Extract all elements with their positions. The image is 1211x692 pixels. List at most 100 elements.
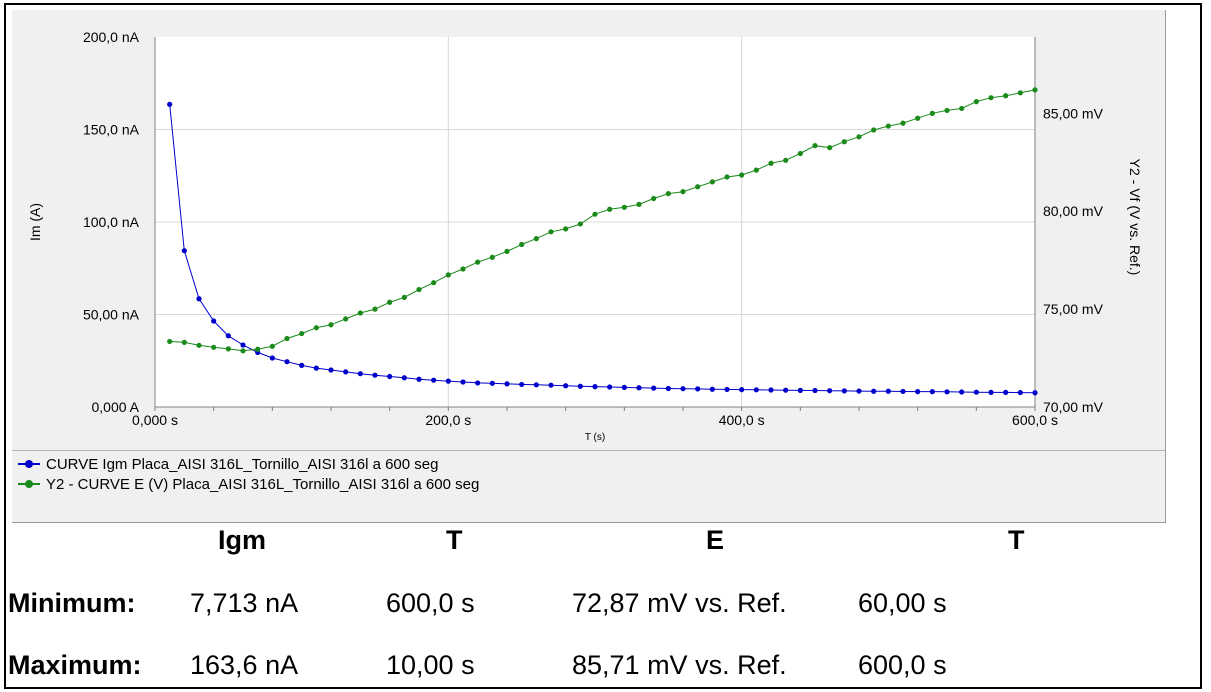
data-point-igm bbox=[563, 383, 569, 389]
stats-max-t2: 600,0 s bbox=[858, 650, 947, 680]
data-point-e bbox=[929, 110, 935, 116]
data-point-e bbox=[856, 134, 862, 140]
data-point-igm bbox=[196, 296, 202, 302]
data-point-e bbox=[871, 127, 877, 133]
data-point-e bbox=[211, 344, 217, 350]
data-point-e bbox=[885, 123, 891, 129]
data-point-igm bbox=[900, 388, 906, 395]
data-point-e bbox=[739, 172, 745, 178]
data-point-e bbox=[988, 95, 994, 101]
data-point-igm bbox=[768, 387, 774, 393]
y-right-tick-label: 70,00 mV bbox=[1043, 399, 1104, 415]
data-point-e bbox=[167, 338, 173, 345]
chart-svg: 0,000 s 200,0 s 400,0 s 600,0 s 0,000 A 50,00… bbox=[27, 29, 1143, 443]
data-point-igm bbox=[783, 387, 789, 393]
data-point-igm bbox=[973, 389, 979, 395]
x-tick-label: 200,0 s bbox=[425, 412, 471, 428]
data-point-igm bbox=[739, 387, 745, 393]
data-point-igm bbox=[533, 382, 539, 388]
data-point-e bbox=[563, 226, 569, 232]
data-point-e bbox=[636, 201, 642, 207]
stats-min-t2: 60,00 s bbox=[858, 588, 947, 618]
data-point-e bbox=[343, 316, 349, 322]
data-point-igm bbox=[871, 388, 877, 394]
data-point-e bbox=[577, 221, 583, 227]
data-point-e bbox=[695, 184, 701, 190]
data-point-igm bbox=[225, 333, 231, 339]
data-point-igm bbox=[695, 386, 701, 392]
data-point-e bbox=[900, 120, 906, 126]
data-point-igm bbox=[167, 101, 173, 107]
legend-marker-e bbox=[18, 478, 40, 490]
y-left-tick-label: 100,0 nA bbox=[83, 214, 140, 230]
data-point-igm bbox=[592, 384, 598, 390]
stats-min-e: 72,87 mV vs. Ref. bbox=[572, 588, 787, 618]
stats-max-e: 85,71 mV vs. Ref. bbox=[572, 650, 787, 680]
data-point-igm bbox=[328, 367, 334, 373]
data-point-e bbox=[445, 272, 451, 278]
data-point-igm bbox=[343, 369, 349, 375]
data-point-e bbox=[973, 99, 979, 105]
data-point-e bbox=[475, 259, 481, 265]
legend-label-igm: CURVE Igm Placa_AISI 316L_Tornillo_AISI … bbox=[46, 455, 439, 473]
data-point-e bbox=[651, 195, 657, 202]
data-point-e bbox=[387, 299, 393, 305]
data-point-igm bbox=[269, 355, 275, 361]
data-point-e bbox=[753, 167, 759, 173]
data-point-e bbox=[372, 306, 378, 312]
y-right-tick-label: 75,00 mV bbox=[1043, 301, 1104, 317]
data-point-igm bbox=[372, 372, 378, 378]
data-point-igm bbox=[929, 389, 935, 395]
y-left-tick-label: 50,00 nA bbox=[83, 307, 140, 323]
data-point-igm bbox=[651, 385, 657, 391]
stats-min-t1: 600,0 s bbox=[386, 588, 475, 618]
data-point-e bbox=[357, 310, 363, 316]
data-point-igm bbox=[577, 383, 583, 389]
data-point-igm bbox=[445, 378, 451, 384]
data-point-e bbox=[504, 248, 510, 254]
data-point-igm bbox=[944, 389, 950, 395]
data-point-e bbox=[460, 266, 466, 272]
data-point-e bbox=[944, 107, 950, 114]
x-tick-label: 600,0 s bbox=[1012, 412, 1058, 428]
data-point-igm bbox=[636, 385, 642, 391]
data-point-igm bbox=[211, 318, 217, 324]
stats-header-igm: Igm bbox=[218, 525, 267, 555]
data-point-igm bbox=[621, 384, 627, 390]
data-point-igm bbox=[753, 387, 759, 393]
data-point-igm bbox=[724, 386, 730, 393]
x-axis-title: T (s) bbox=[585, 432, 605, 443]
data-point-igm bbox=[1003, 389, 1009, 395]
data-point-igm bbox=[1017, 389, 1023, 396]
data-point-igm bbox=[460, 379, 466, 385]
data-point-e bbox=[269, 343, 275, 349]
data-point-e bbox=[196, 342, 202, 348]
data-point-igm bbox=[548, 382, 554, 388]
data-point-e bbox=[255, 346, 261, 352]
data-point-e bbox=[783, 157, 789, 163]
data-point-igm bbox=[812, 387, 818, 394]
stats-header-t1: T bbox=[446, 525, 463, 555]
chart-legend: CURVE Igm Placa_AISI 316L_Tornillo_AISI … bbox=[12, 450, 1165, 495]
data-point-igm bbox=[284, 359, 290, 365]
data-point-igm bbox=[313, 365, 319, 371]
data-point-igm bbox=[489, 380, 495, 386]
data-point-igm bbox=[709, 386, 715, 392]
data-point-igm bbox=[797, 387, 803, 393]
y-left-tick-label: 0,000 A bbox=[92, 399, 140, 415]
data-point-e bbox=[607, 206, 613, 212]
data-point-e bbox=[665, 191, 671, 197]
legend-label-e: Y2 - CURVE E (V) Placa_AISI 316L_Tornill… bbox=[46, 475, 480, 493]
data-point-igm bbox=[680, 386, 686, 392]
x-tick-label: 0,000 s bbox=[132, 412, 178, 428]
y-axis-title-right: Y2 - Vf (V vs. Ref.) bbox=[1127, 159, 1143, 276]
data-point-e bbox=[680, 189, 686, 195]
data-point-igm bbox=[416, 376, 422, 382]
data-point-e bbox=[284, 335, 290, 342]
data-point-igm bbox=[607, 384, 613, 390]
legend-entry-e[interactable]: Y2 - CURVE E (V) Placa_AISI 316L_Tornill… bbox=[18, 475, 479, 493]
stats-max-t1: 10,00 s bbox=[386, 650, 475, 680]
data-point-igm bbox=[915, 389, 921, 395]
legend-entry-igm[interactable]: CURVE Igm Placa_AISI 316L_Tornillo_AISI … bbox=[18, 455, 438, 473]
stats-min-igm: 7,713 nA bbox=[190, 588, 299, 618]
